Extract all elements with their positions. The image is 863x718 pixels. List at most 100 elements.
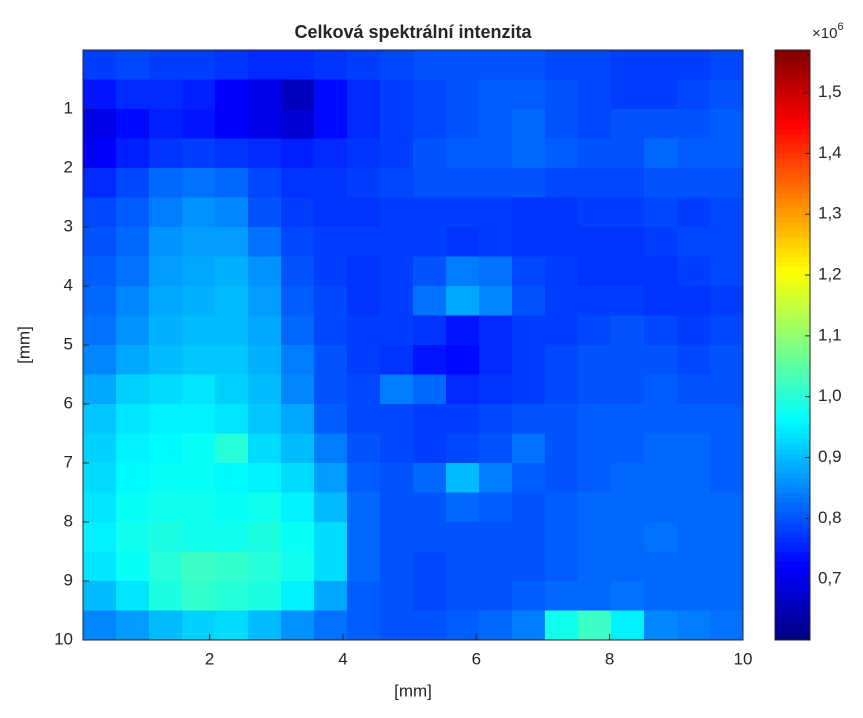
heatmap-cell: [215, 581, 249, 611]
heatmap-cell: [644, 374, 678, 405]
heatmap-cell: [182, 315, 216, 346]
heatmap-cell: [413, 433, 447, 464]
heatmap-cell: [545, 50, 579, 80]
colorbar-swatch: [775, 177, 810, 184]
colorbar-swatch: [775, 74, 810, 80]
heatmap-cell: [248, 256, 282, 287]
heatmap-cell: [281, 345, 315, 375]
colorbar-tick-label: 1,5: [818, 82, 842, 101]
heatmap-cell: [116, 404, 150, 434]
heatmap-cell: [644, 138, 678, 169]
heatmap-cell: [248, 138, 282, 169]
heatmap-cell: [314, 522, 348, 552]
colorbar-swatch: [775, 408, 810, 415]
heatmap-cell: [149, 433, 183, 464]
heatmap-cell: [248, 315, 282, 346]
y-tick-label: 5: [64, 334, 73, 353]
heatmap-cell: [644, 463, 678, 493]
colorbar-swatch: [775, 227, 810, 233]
colorbar-swatch: [775, 104, 810, 110]
heatmap-cell: [380, 404, 414, 434]
heatmap-cell: [380, 433, 414, 464]
heatmap-cell: [215, 492, 249, 523]
heatmap-cell: [446, 50, 480, 80]
heatmap-cell: [149, 138, 183, 169]
heatmap-cell: [644, 197, 678, 228]
heatmap-cell: [479, 374, 513, 405]
colorbar-swatch: [775, 448, 810, 454]
heatmap-cell: [215, 610, 249, 641]
x-tick-label: 2: [205, 649, 214, 668]
heatmap-cell: [347, 50, 381, 80]
colorbar-swatch: [775, 423, 810, 430]
heatmap-cell: [248, 227, 282, 257]
colorbar-tick-label: 1,1: [818, 325, 842, 344]
heatmap-cell: [578, 433, 612, 464]
heatmap-cell: [215, 463, 249, 493]
colorbar-swatch: [775, 217, 810, 223]
heatmap-cell: [281, 551, 315, 582]
heatmap-cell: [446, 256, 480, 287]
colorbar-swatch: [775, 340, 810, 346]
colorbar-swatch: [775, 561, 810, 567]
heatmap-cell: [182, 610, 216, 641]
heatmap-cell: [281, 286, 315, 316]
heatmap-cell: [149, 374, 183, 405]
colorbar-swatch: [775, 54, 810, 61]
heatmap-cell: [281, 374, 315, 405]
heatmap-cell: [182, 168, 216, 198]
heatmap-cell: [347, 168, 381, 198]
colorbar-swatch: [775, 364, 810, 371]
heatmap-cell: [215, 256, 249, 287]
heatmap-cell: [182, 433, 216, 464]
heatmap-cell: [182, 345, 216, 375]
colorbar-swatch: [775, 345, 810, 351]
heatmap-cell: [314, 315, 348, 346]
heatmap-cell: [83, 109, 117, 139]
heatmap-cell: [182, 522, 216, 552]
heatmap-cell: [611, 109, 645, 139]
colorbar-swatch: [775, 443, 810, 449]
colorbar-swatch: [775, 330, 810, 336]
heatmap-cell: [380, 345, 414, 375]
heatmap-cell: [281, 79, 315, 110]
heatmap-cell: [710, 79, 744, 110]
heatmap-cell: [512, 286, 546, 316]
heatmap-cell: [116, 79, 150, 110]
colorbar-swatch: [775, 256, 810, 262]
heatmap-cell: [182, 404, 216, 434]
heatmap-cell: [380, 492, 414, 523]
colorbar-swatch: [775, 133, 810, 139]
heatmap-cell: [380, 551, 414, 582]
heatmap-cell: [413, 492, 447, 523]
heatmap-cell: [314, 492, 348, 523]
heatmap-cell: [215, 522, 249, 552]
colorbar-swatch: [775, 50, 810, 56]
colorbar-swatch: [775, 192, 810, 198]
colorbar-swatch: [775, 182, 810, 189]
colorbar-swatch: [775, 109, 810, 115]
colorbar-swatch: [775, 463, 810, 469]
heatmap-cell: [248, 79, 282, 110]
y-tick-label: 7: [64, 452, 73, 471]
heatmap-cell: [116, 433, 150, 464]
heatmap-cell: [545, 551, 579, 582]
heatmap-cell: [314, 463, 348, 493]
heatmap-cell: [347, 404, 381, 434]
colorbar-swatch: [775, 290, 810, 297]
heatmap-cell: [644, 433, 678, 464]
heatmap-cell: [347, 492, 381, 523]
heatmap-cell: [545, 522, 579, 552]
heatmap-cell: [149, 109, 183, 139]
heatmap-cell: [182, 581, 216, 611]
colorbar-swatch: [775, 89, 810, 95]
heatmap-cell: [83, 404, 117, 434]
chart-title: Celková spektrální intenzita: [294, 22, 532, 42]
heatmap-cell: [215, 433, 249, 464]
heatmap-cell: [644, 551, 678, 582]
heatmap-cell: [446, 227, 480, 257]
heatmap-cell: [710, 168, 744, 198]
heatmap-cell: [347, 374, 381, 405]
colorbar-swatch: [775, 374, 810, 380]
colorbar-swatch: [775, 472, 810, 479]
